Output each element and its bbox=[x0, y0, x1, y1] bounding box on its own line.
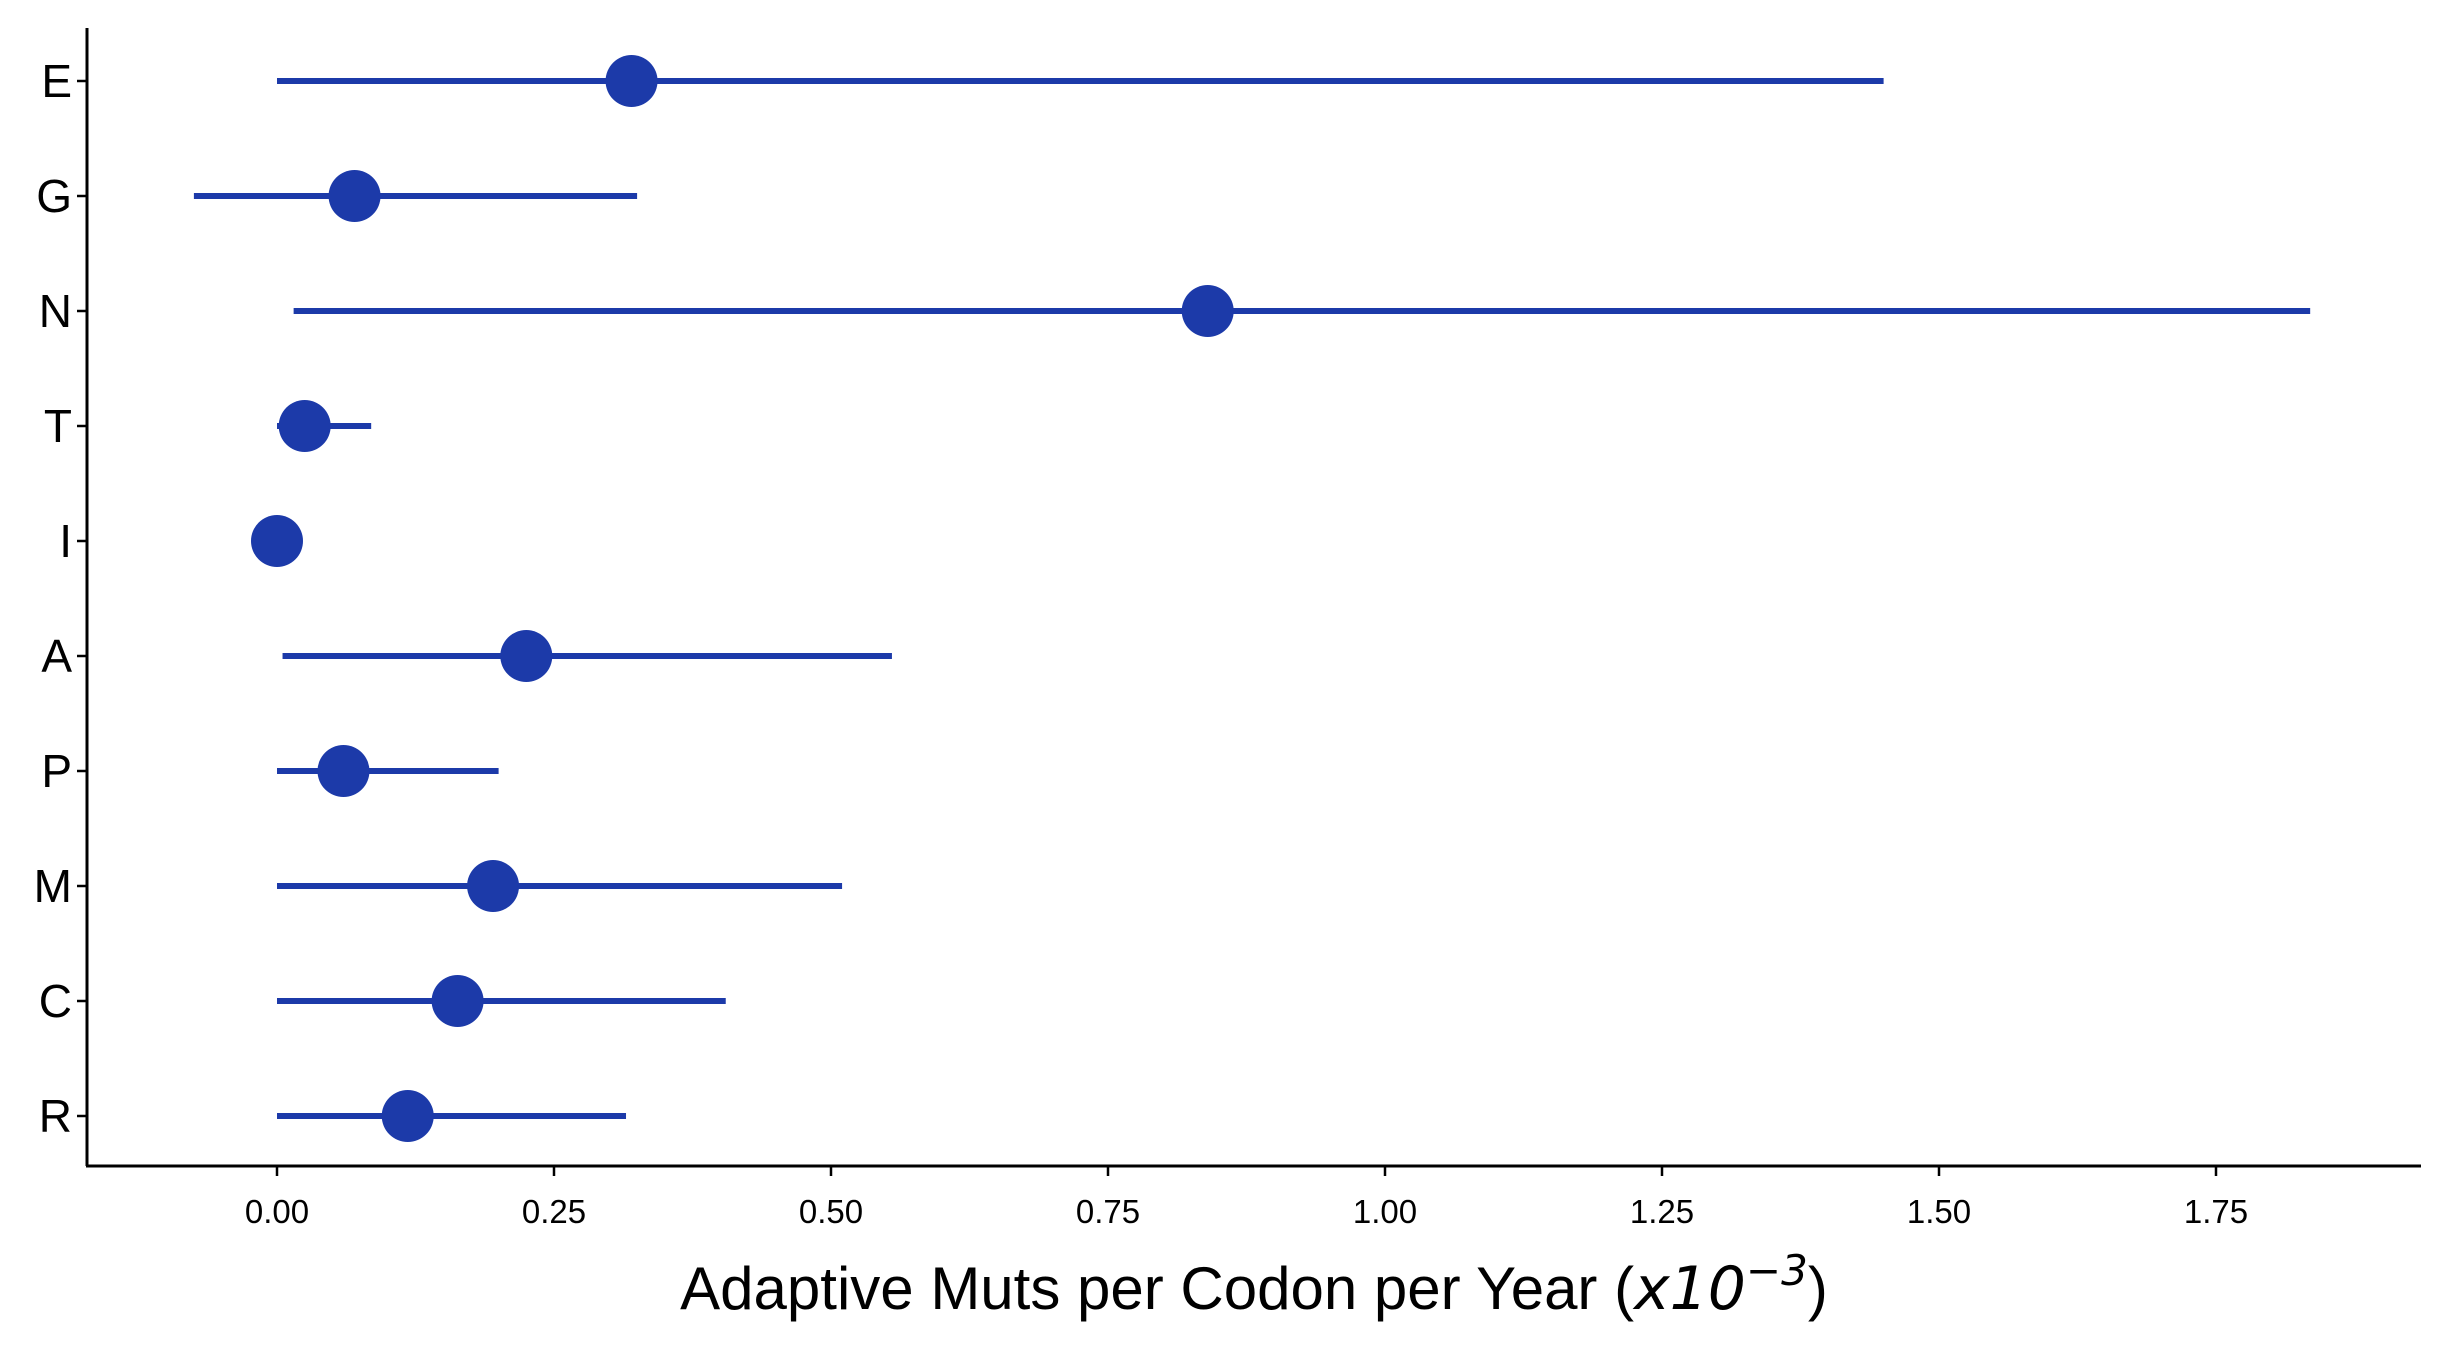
x-axis-title-exponent: −3 bbox=[1746, 1246, 1808, 1295]
y-tick-label: M bbox=[34, 860, 72, 912]
x-axis-title-suffix: ) bbox=[1808, 1255, 1828, 1322]
y-tick-label: P bbox=[41, 745, 72, 797]
x-tick-label: 0.50 bbox=[799, 1193, 863, 1230]
x-tick-label: 1.75 bbox=[2184, 1193, 2248, 1230]
x-tick-label: 0.25 bbox=[522, 1193, 586, 1230]
y-tick-label: R bbox=[39, 1090, 72, 1142]
y-tick-label: N bbox=[39, 285, 72, 337]
x-tick-label: 0.75 bbox=[1076, 1193, 1140, 1230]
y-tick-label: T bbox=[44, 400, 72, 452]
x-axis-title-prefix: Adaptive Muts per Codon per Year ( bbox=[680, 1255, 1634, 1322]
y-tick-label: G bbox=[36, 170, 72, 222]
y-tick-label: A bbox=[41, 630, 72, 682]
data-point bbox=[317, 745, 370, 797]
data-point bbox=[431, 975, 484, 1027]
x-axis-title: Adaptive Muts per Codon per Year (x10−3) bbox=[680, 1246, 1828, 1324]
x-tick-label: 0.00 bbox=[245, 1193, 309, 1230]
x-tick-label: 1.00 bbox=[1353, 1193, 1417, 1230]
x-tick-label: 1.25 bbox=[1630, 1193, 1694, 1230]
x-ticks: 0.00 0.25 0.50 0.75 1.00 1.25 1.50 1.75 bbox=[245, 1166, 2248, 1230]
x-tick-label: 1.50 bbox=[1907, 1193, 1971, 1230]
y-tick-label: C bbox=[39, 975, 72, 1027]
x-axis-title-variable: x10 bbox=[1632, 1254, 1746, 1324]
y-tick-label: I bbox=[59, 515, 72, 567]
plot-area bbox=[193, 55, 2311, 1142]
data-point bbox=[328, 170, 381, 222]
data-point bbox=[251, 515, 303, 567]
y-tick-label: E bbox=[41, 55, 72, 107]
data-point bbox=[1181, 285, 1234, 337]
data-point bbox=[381, 1090, 434, 1142]
data-point bbox=[278, 400, 331, 452]
y-tick-labels: E G N T I A P M C R bbox=[34, 55, 87, 1142]
data-point bbox=[605, 55, 658, 107]
data-point bbox=[467, 860, 520, 912]
data-point bbox=[500, 630, 553, 682]
